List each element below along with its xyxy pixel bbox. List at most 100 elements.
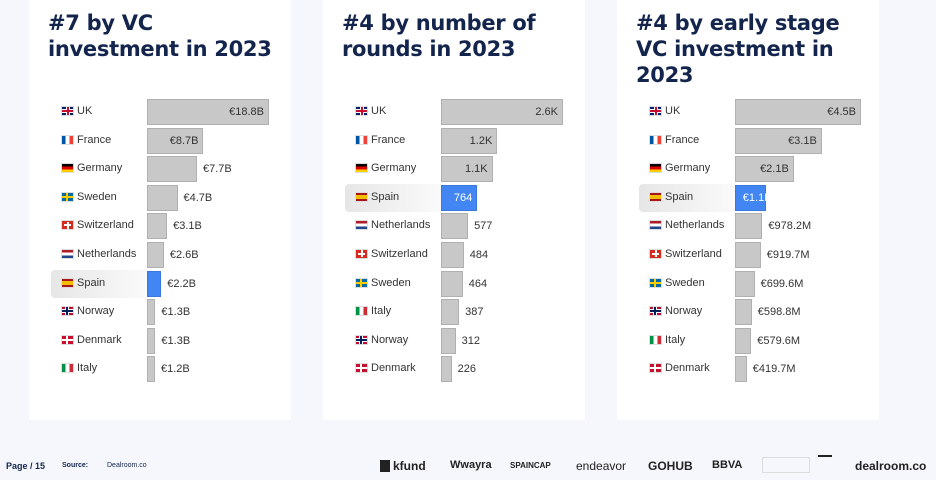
flag-es-icon	[61, 277, 74, 288]
value-label: €18.8B	[229, 106, 264, 118]
value-label: 2.6K	[535, 106, 558, 118]
bar-denmark	[147, 327, 156, 354]
flag-nl-icon	[61, 248, 74, 259]
value-label: €1.1B	[742, 191, 772, 204]
bar-france	[147, 127, 204, 154]
bar-denmark	[735, 356, 747, 383]
bar-row: UK €18.8B	[29, 98, 291, 127]
bar-netherlands	[441, 213, 469, 240]
value-label: 1.2K	[469, 134, 493, 147]
flag-no-icon	[649, 306, 662, 317]
category-label: Germany	[371, 162, 417, 175]
flag-it-icon	[355, 306, 368, 317]
bar-italy	[441, 299, 460, 326]
value-label: 764	[453, 191, 473, 204]
value-label: 1.1K	[464, 163, 488, 176]
chart-card-vc-investment: #7 by VC investment in 2023 UK €18.8B Franc…	[29, 0, 291, 420]
bar-spain	[441, 184, 477, 211]
category-label: Sweden	[371, 276, 411, 289]
value-label: €8.7B	[169, 134, 199, 147]
value-label: €1.2B	[161, 363, 190, 376]
bar-row: Denmark €1.3B	[29, 327, 291, 356]
category-label: UK	[665, 105, 681, 117]
bar-row: Norway €1.3B	[29, 298, 291, 327]
value-label: 464	[468, 277, 488, 290]
category-label: Sweden	[77, 190, 117, 203]
bar-row: Norway €598.8M	[617, 298, 879, 327]
bar-row: Italy €579.6M	[617, 327, 879, 356]
logo-ministry	[762, 457, 810, 473]
value-label: €4.5B	[827, 106, 856, 118]
logo-spaincap: SPAINCAP	[510, 461, 551, 470]
category-label: Spain	[665, 190, 694, 203]
bar-switzerland	[147, 213, 168, 240]
flag-nl-icon	[649, 220, 662, 231]
bar-row: Denmark 226	[323, 355, 585, 384]
category-label: Norway	[665, 305, 703, 318]
value-label: €1.3B	[161, 334, 191, 347]
chart-card-rounds: #4 by number of rounds in 2023 UK 2.6K Fran…	[323, 0, 585, 420]
flag-nl-icon	[355, 220, 368, 231]
bar-row: UK €4.5B	[617, 98, 879, 127]
category-label: Germany	[77, 162, 123, 175]
flag-fr-icon	[61, 134, 74, 145]
category-label: Italy	[665, 333, 686, 346]
flag-gb-icon	[61, 106, 74, 116]
bar-list: UK €18.8B France €8.7B Germany €7.7B Sweden €4.…	[29, 98, 291, 384]
bar-germany	[147, 156, 197, 183]
flag-de-icon	[61, 163, 74, 174]
flag-it-icon	[649, 334, 662, 345]
bar-row: UK 2.6K	[323, 98, 585, 127]
logo-gohub: GOHUB	[648, 459, 693, 473]
bar-row: Netherlands €2.6B	[29, 241, 291, 270]
bar-row: Switzerland €919.7M	[617, 241, 879, 270]
bar-row: Italy €1.2B	[29, 355, 291, 384]
bar-row: France €8.7B	[29, 127, 291, 156]
category-label: Denmark	[371, 362, 416, 375]
bar-row: Germany €2.1B	[617, 155, 879, 184]
bar-netherlands	[735, 213, 763, 240]
bar-norway	[147, 299, 156, 326]
category-label: Denmark	[77, 333, 122, 346]
value-label: 577	[474, 220, 493, 233]
flag-ch-icon	[355, 248, 368, 259]
logo-wayra: Wwayra	[450, 459, 492, 471]
bar-row: Germany 1.1K	[323, 155, 585, 184]
flag-se-icon	[649, 277, 662, 288]
flag-ch-icon	[649, 248, 662, 259]
value-label: €579.6M	[757, 334, 801, 347]
bar-switzerland	[441, 241, 464, 268]
source-value: Dealroom.co	[107, 462, 147, 469]
logo-kfund: kfund	[380, 459, 426, 473]
bar-row: Sweden €4.7B	[29, 184, 291, 213]
value-label: 226	[457, 363, 476, 376]
bar-row: Italy 387	[323, 298, 585, 327]
category-label: Netherlands	[665, 219, 725, 232]
category-label: France	[665, 133, 700, 146]
category-label: Spain	[77, 276, 106, 289]
bar-row: Germany €7.7B	[29, 155, 291, 184]
category-label: Sweden	[665, 276, 705, 289]
category-label: Germany	[665, 162, 711, 175]
bar-denmark	[441, 356, 452, 383]
value-label: €699.6M	[760, 277, 804, 290]
value-label: €2.2B	[167, 277, 197, 290]
bar-spain	[147, 270, 162, 297]
bar-norway	[735, 299, 752, 326]
value-label: €978.2M	[768, 220, 812, 233]
bar-norway	[441, 327, 456, 354]
value-label: €919.7M	[766, 248, 810, 261]
value-label: 387	[465, 306, 484, 319]
category-label: France	[371, 133, 406, 146]
value-label: €598.8M	[757, 306, 801, 319]
flag-se-icon	[61, 191, 74, 202]
flag-gb-icon	[355, 106, 368, 116]
bar-row: Spain €2.2B	[29, 269, 291, 299]
bar-france	[441, 127, 498, 154]
bar-row: Spain 764	[323, 183, 585, 213]
flag-no-icon	[355, 334, 368, 345]
flag-dk-icon	[649, 363, 662, 374]
bar-uk	[147, 99, 269, 125]
logo-endeavor: endeavor	[576, 459, 627, 473]
bar-row: Norway 312	[323, 327, 585, 356]
